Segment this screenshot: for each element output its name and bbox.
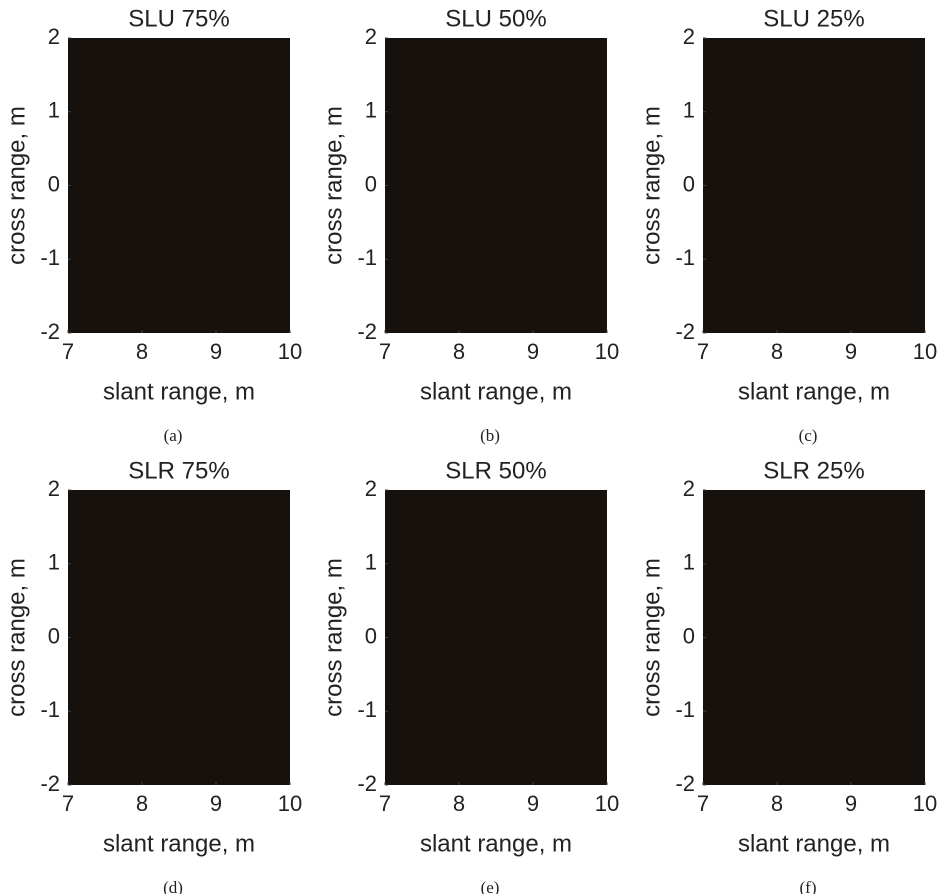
x-tick-label: 9 <box>527 339 539 364</box>
x-axis-label: slant range, m <box>103 830 255 857</box>
x-tick-label: 7 <box>62 339 74 364</box>
y-tick-label: -1 <box>40 245 60 270</box>
x-tick-label: 10 <box>595 791 619 816</box>
x-axis-label: slant range, m <box>103 378 255 405</box>
x-tick-label: 10 <box>278 339 302 364</box>
y-axis-label: cross range, m <box>320 558 347 717</box>
y-axis-label: cross range, m <box>3 106 30 265</box>
y-tick-label: 0 <box>365 171 377 196</box>
y-tick-label: 2 <box>365 24 377 49</box>
panel: SLR 25% 7 8 9 10 -2 -1 0 1 2 slant range, m cross r… <box>638 457 937 894</box>
panel: SLU 50% 7 8 9 10 -2 -1 0 1 2 slant range, m cross r… <box>320 5 619 445</box>
y-tick-label: -2 <box>675 771 695 796</box>
y-tick-label: 1 <box>365 550 377 575</box>
y-tick-label: 1 <box>48 550 60 575</box>
y-tick-label: 1 <box>365 98 377 123</box>
caption: (b) <box>480 426 500 445</box>
x-tick-label: 8 <box>453 791 465 816</box>
image-plane <box>385 38 607 333</box>
y-tick-label: -2 <box>40 319 60 344</box>
panel-title: SLR 25% <box>763 457 864 484</box>
x-tick-label: 7 <box>379 791 391 816</box>
caption: (f) <box>800 878 817 894</box>
panel-title: SLU 50% <box>445 5 546 32</box>
y-tick-label: 1 <box>683 550 695 575</box>
panel-title: SLR 75% <box>128 457 229 484</box>
y-tick-label: 2 <box>365 476 377 501</box>
y-tick-label: 0 <box>48 171 60 196</box>
x-tick-label: 10 <box>913 339 937 364</box>
x-tick-label: 9 <box>845 339 857 364</box>
x-tick-label: 9 <box>845 791 857 816</box>
caption: (e) <box>481 878 500 894</box>
panel: SLR 50% 7 8 9 10 -2 -1 0 1 2 slant range, m cross r… <box>320 457 619 894</box>
image-plane <box>68 38 290 333</box>
x-tick-label: 8 <box>453 339 465 364</box>
y-tick-label: 2 <box>683 24 695 49</box>
panel: SLU 75% 7 8 9 10 -2 -1 0 1 2 slant range, m cross r… <box>3 5 302 445</box>
panel-title: SLU 75% <box>128 5 229 32</box>
x-tick-label: 7 <box>697 791 709 816</box>
x-tick-label: 7 <box>697 339 709 364</box>
x-axis-label: slant range, m <box>738 830 890 857</box>
y-tick-label: -2 <box>357 771 377 796</box>
image-plane <box>385 490 607 785</box>
y-tick-label: -1 <box>40 697 60 722</box>
x-axis-label: slant range, m <box>420 830 572 857</box>
panel: SLR 75% 7 8 9 10 -2 -1 0 1 2 slant range, m cross r… <box>3 457 302 894</box>
y-axis-label: cross range, m <box>3 558 30 717</box>
x-tick-label: 10 <box>595 339 619 364</box>
y-tick-label: 0 <box>683 623 695 648</box>
y-tick-label: -1 <box>675 697 695 722</box>
y-tick-label: 0 <box>365 623 377 648</box>
caption: (c) <box>799 426 818 445</box>
y-axis-label: cross range, m <box>638 106 665 265</box>
x-axis-label: slant range, m <box>738 378 890 405</box>
caption: (d) <box>163 878 183 894</box>
y-tick-label: -1 <box>357 245 377 270</box>
x-tick-label: 7 <box>62 791 74 816</box>
x-tick-label: 10 <box>278 791 302 816</box>
y-tick-label: -2 <box>40 771 60 796</box>
y-tick-label: -1 <box>675 245 695 270</box>
y-axis-label: cross range, m <box>320 106 347 265</box>
x-tick-label: 8 <box>136 339 148 364</box>
y-tick-label: 2 <box>48 24 60 49</box>
panel: SLU 25% 7 8 9 10 -2 -1 0 1 2 slant range, m cross r… <box>638 5 937 445</box>
image-plane <box>703 490 925 785</box>
y-tick-label: 2 <box>48 476 60 501</box>
x-tick-label: 10 <box>913 791 937 816</box>
image-plane <box>703 38 925 333</box>
x-tick-label: 7 <box>379 339 391 364</box>
y-tick-label: 2 <box>683 476 695 501</box>
y-tick-label: -2 <box>675 319 695 344</box>
x-tick-label: 8 <box>771 339 783 364</box>
x-tick-label: 9 <box>527 791 539 816</box>
y-tick-label: -1 <box>357 697 377 722</box>
y-tick-label: 1 <box>683 98 695 123</box>
y-tick-label: 0 <box>683 171 695 196</box>
x-tick-label: 8 <box>136 791 148 816</box>
image-plane <box>68 490 290 785</box>
x-tick-label: 9 <box>210 791 222 816</box>
panel-title: SLR 50% <box>445 457 546 484</box>
y-tick-label: 1 <box>48 98 60 123</box>
x-axis-label: slant range, m <box>420 378 572 405</box>
x-tick-label: 8 <box>771 791 783 816</box>
y-tick-label: 0 <box>48 623 60 648</box>
y-tick-label: -2 <box>357 319 377 344</box>
x-tick-label: 9 <box>210 339 222 364</box>
y-axis-label: cross range, m <box>638 558 665 717</box>
panel-title: SLU 25% <box>763 5 864 32</box>
caption: (a) <box>164 426 183 445</box>
